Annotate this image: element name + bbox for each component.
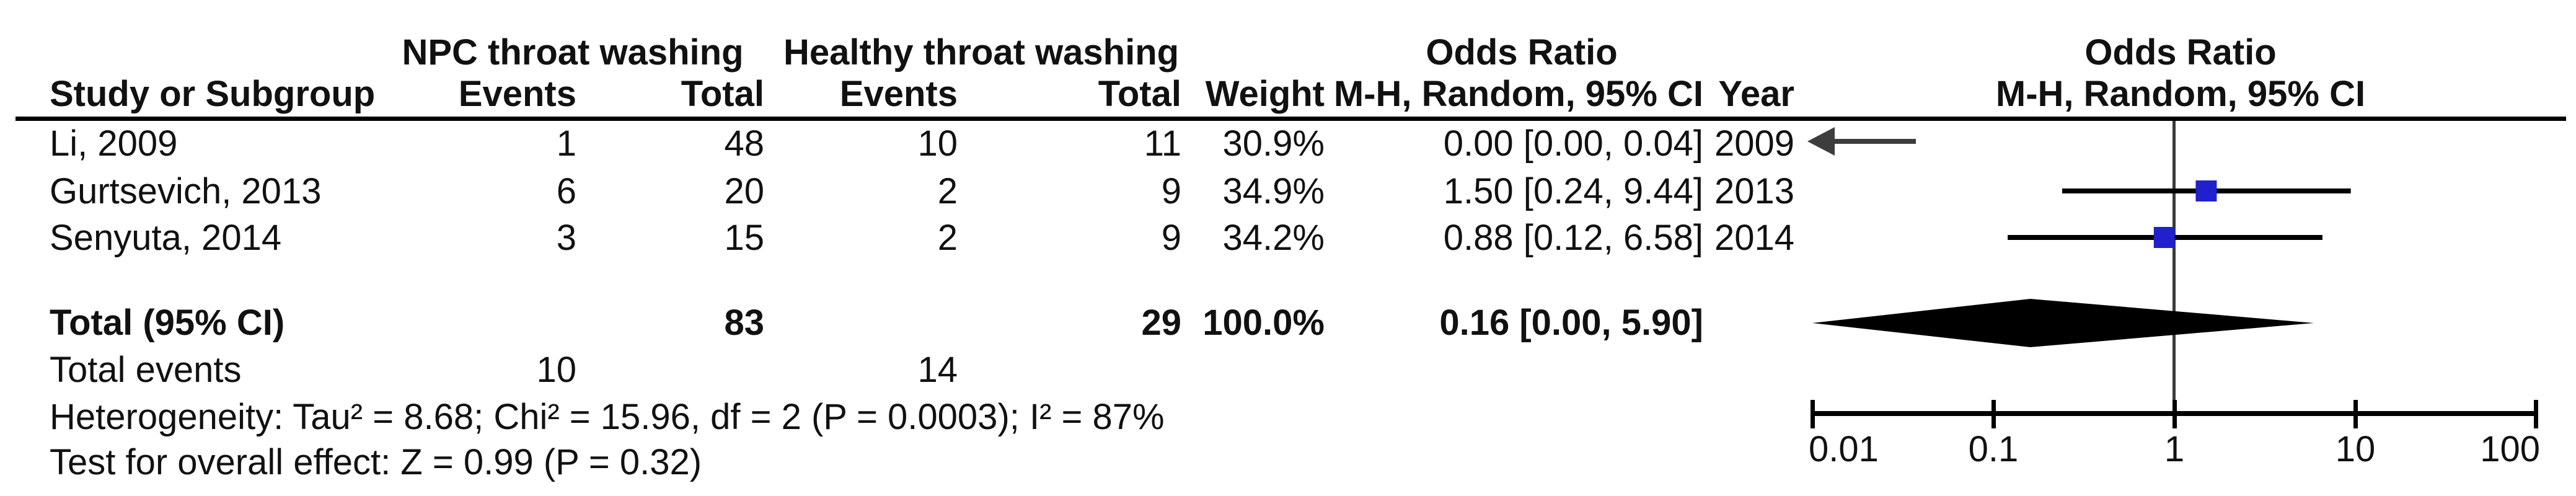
or-square <box>2153 227 2175 248</box>
total-npc-sum: 83 <box>724 303 764 343</box>
header-rule <box>15 117 2566 121</box>
col-header-study: Study or Subgroup <box>50 74 376 114</box>
year: 2014 <box>1714 218 1794 258</box>
weight: 34.9% <box>1222 171 1325 211</box>
events-npc: 6 <box>556 171 576 211</box>
heterogeneity-text: Heterogeneity: Tau² = 8.68; Chi² = 15.96… <box>50 397 1165 437</box>
or-ci: 1.50 [0.24, 9.44] <box>1443 171 1703 211</box>
x-axis-tick-label: 0.01 <box>1809 429 1879 469</box>
group1-header: NPC throat washing <box>402 32 744 73</box>
col-header-weight: Weight <box>1205 74 1325 114</box>
weight: 30.9% <box>1222 123 1325 164</box>
group2-header: Healthy throat washing <box>783 32 1180 73</box>
col-header-mh-ci: M-H, Random, 95% CI <box>1333 74 1703 114</box>
total-healthy: 11 <box>1144 123 1181 164</box>
study-name: Li, 2009 <box>50 123 178 164</box>
events-healthy: 2 <box>937 171 958 211</box>
total-npc: 20 <box>724 171 764 211</box>
offscale-left-arrow-head <box>1807 127 1835 156</box>
x-axis-tick <box>2534 400 2538 428</box>
pooled-diamond <box>1812 299 2314 347</box>
year: 2013 <box>1714 171 1794 211</box>
total-healthy: 9 <box>1161 171 1181 211</box>
col-header-year: Year <box>1718 74 1794 114</box>
col-header-total-healthy: Total <box>1098 74 1181 114</box>
x-axis-tick <box>2172 400 2177 428</box>
or-ci: 0.88 [0.12, 6.58] <box>1443 218 1703 258</box>
total-events-healthy-value: 14 <box>917 350 958 390</box>
x-axis-tick-label: 10 <box>2335 429 2376 469</box>
events-npc: 3 <box>556 218 576 258</box>
x-axis-tick <box>1992 400 1996 428</box>
x-axis-tick <box>1811 400 1815 428</box>
events-healthy: 2 <box>937 218 958 258</box>
total-npc: 15 <box>724 218 764 258</box>
total-label: Total (95% CI) <box>50 303 285 343</box>
or-ci: 0.00 [0.00, 0.04] <box>1443 123 1703 164</box>
col-header-events-npc: Events <box>458 74 576 114</box>
plot-subtitle-mh-ci: M-H, Random, 95% CI <box>1995 74 2366 114</box>
study-name: Senyuta, 2014 <box>50 218 282 258</box>
total-healthy: 9 <box>1161 218 1181 258</box>
total-events-label: Total events <box>50 350 242 390</box>
x-axis-tick-label: 100 <box>2480 429 2540 469</box>
or-square <box>2195 180 2217 202</box>
total-npc: 48 <box>724 123 764 164</box>
total-events-npc-value: 10 <box>536 350 576 390</box>
events-healthy: 10 <box>917 123 958 164</box>
col-header-events-healthy: Events <box>839 74 958 114</box>
x-axis-tick <box>2353 400 2358 428</box>
overall-effect-text: Test for overall effect: Z = 0.99 (P = 0… <box>50 442 702 482</box>
x-axis-tick-label: 1 <box>2164 429 2185 469</box>
year: 2009 <box>1714 123 1794 164</box>
odds-ratio-plot-title: Odds Ratio <box>2084 32 2277 73</box>
odds-ratio-col-title: Odds Ratio <box>1426 32 1618 73</box>
total-weight: 100.0% <box>1202 303 1325 343</box>
events-npc: 1 <box>556 123 576 164</box>
total-healthy-sum: 29 <box>1141 303 1181 343</box>
study-name: Gurtsevich, 2013 <box>50 171 322 211</box>
x-axis-tick-label: 0.1 <box>1968 429 2019 469</box>
no-effect-line <box>2172 121 2176 400</box>
weight: 34.2% <box>1222 218 1325 258</box>
total-or-ci: 0.16 [0.00, 5.90] <box>1439 303 1703 343</box>
col-header-total-npc: Total <box>681 74 764 114</box>
